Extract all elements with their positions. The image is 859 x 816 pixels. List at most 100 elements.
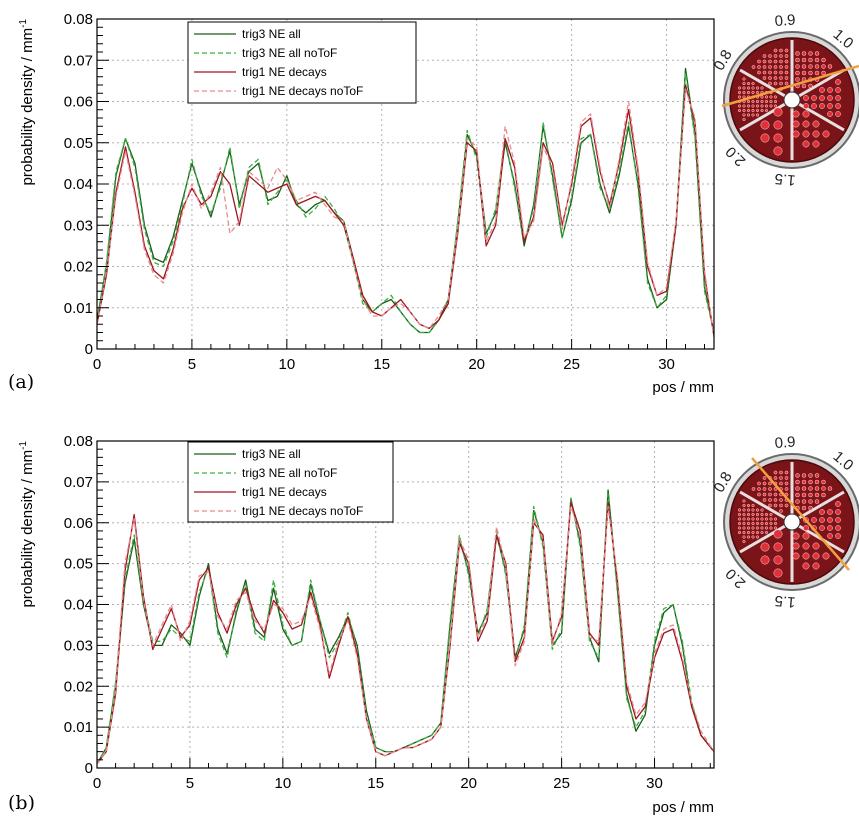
detector-hole bbox=[821, 57, 826, 63]
detector-hole bbox=[802, 562, 810, 570]
detector-hole bbox=[827, 509, 833, 515]
series-line-2 bbox=[97, 71, 714, 334]
y-tick-label: 0.04 bbox=[64, 176, 93, 193]
detector-hole bbox=[827, 486, 833, 491]
detector-label: 1.5 bbox=[774, 170, 796, 189]
detector-hole bbox=[801, 492, 807, 498]
detector-hole bbox=[768, 59, 772, 64]
detector-hole bbox=[773, 107, 783, 117]
detector-hole bbox=[812, 542, 820, 550]
detector-hole bbox=[755, 113, 760, 117]
detector-hole bbox=[835, 111, 841, 117]
detector-hole bbox=[835, 501, 841, 507]
detector-hole bbox=[835, 103, 841, 109]
detector-hole bbox=[784, 487, 789, 491]
detector-hole bbox=[784, 503, 789, 508]
detector-hole bbox=[779, 509, 783, 513]
detector-hole bbox=[746, 526, 751, 530]
detector-hole bbox=[742, 108, 746, 113]
detector-hole bbox=[742, 86, 746, 90]
detector-hole bbox=[746, 508, 751, 512]
detector-hole bbox=[835, 525, 841, 531]
detector-hole bbox=[737, 90, 742, 95]
y-tick-label: 0 bbox=[85, 760, 93, 777]
detector-hole bbox=[784, 59, 789, 64]
detector-hole bbox=[757, 492, 761, 497]
detector-hole bbox=[821, 479, 826, 485]
sector-divider bbox=[739, 68, 786, 98]
detector-hole bbox=[784, 70, 789, 75]
detector-hole bbox=[742, 517, 746, 521]
detector-hole bbox=[755, 521, 760, 526]
series-line-4 bbox=[97, 88, 714, 337]
detector-hole bbox=[755, 90, 760, 95]
detector-hole bbox=[814, 479, 820, 485]
y-tick-label: 0.01 bbox=[64, 719, 93, 736]
detector-hole bbox=[835, 95, 841, 101]
detector-hole bbox=[821, 64, 826, 69]
detector-hole bbox=[802, 120, 810, 128]
detector-hole bbox=[811, 95, 817, 101]
detector-hole bbox=[803, 525, 809, 531]
detector-hole bbox=[779, 498, 783, 502]
x-tick-label: 15 bbox=[367, 775, 384, 792]
detector-hole bbox=[808, 486, 813, 491]
detector-hole bbox=[801, 64, 807, 69]
detector-hole bbox=[769, 104, 773, 108]
detector-hole bbox=[795, 57, 800, 63]
detector-hole bbox=[795, 479, 800, 485]
detector-hole bbox=[760, 521, 764, 526]
x-tick-label: 20 bbox=[460, 775, 477, 792]
sector-divider bbox=[798, 68, 845, 98]
detector-hole bbox=[779, 503, 783, 508]
detector-hole bbox=[814, 492, 820, 498]
detector-hole bbox=[762, 498, 767, 502]
y-tick-label: 0.05 bbox=[64, 135, 93, 152]
detector-hole bbox=[808, 473, 813, 478]
detector-hole bbox=[773, 470, 778, 475]
detector-hole bbox=[773, 95, 778, 99]
x-tick-label: 25 bbox=[563, 356, 580, 373]
detector-hole bbox=[737, 108, 742, 113]
detector-hole bbox=[751, 526, 755, 530]
detector-hole bbox=[801, 473, 807, 478]
detector-hole bbox=[773, 99, 778, 104]
detector-hole bbox=[821, 492, 826, 498]
detector-hole bbox=[746, 530, 751, 535]
detector-hole bbox=[773, 476, 778, 480]
detector-hole bbox=[773, 487, 778, 491]
detector-hole bbox=[764, 526, 769, 530]
detector-hole bbox=[808, 64, 813, 69]
detector-hole bbox=[814, 473, 820, 478]
detector-hole bbox=[821, 70, 826, 76]
detector-hole bbox=[742, 499, 746, 503]
x-tick-label: 15 bbox=[373, 356, 390, 373]
legend: trig3 NE all trig3 NE all noToF trig1 NE d… bbox=[187, 21, 417, 104]
legend-label-1: trig3 NE all bbox=[242, 447, 301, 461]
detector-hole bbox=[819, 517, 825, 523]
detector-hole bbox=[768, 492, 772, 497]
detector-hole bbox=[746, 90, 751, 95]
detector-hole bbox=[764, 521, 769, 526]
legend-label-1: trig3 NE all bbox=[242, 27, 301, 41]
detector-hole bbox=[755, 86, 760, 90]
detector-hole bbox=[737, 95, 742, 99]
detector-hole bbox=[751, 521, 755, 526]
detector-hole bbox=[779, 70, 783, 75]
legend-box bbox=[187, 441, 394, 523]
y-tick-label: 0.02 bbox=[64, 678, 93, 695]
detector-label: 0.9 bbox=[774, 11, 796, 30]
detector-hole bbox=[755, 535, 760, 539]
detector-hole bbox=[762, 487, 767, 491]
detector-hole bbox=[737, 508, 742, 512]
detector-hole bbox=[746, 521, 751, 526]
y-tick-label: 0.04 bbox=[64, 597, 93, 614]
detector-hole bbox=[737, 521, 742, 526]
detector-hole bbox=[814, 57, 820, 63]
detector-hole bbox=[803, 103, 809, 109]
detector-hole bbox=[762, 65, 767, 69]
detector-hole bbox=[773, 54, 778, 58]
x-tick-label: 0 bbox=[93, 775, 101, 792]
detector-hole bbox=[808, 83, 813, 89]
